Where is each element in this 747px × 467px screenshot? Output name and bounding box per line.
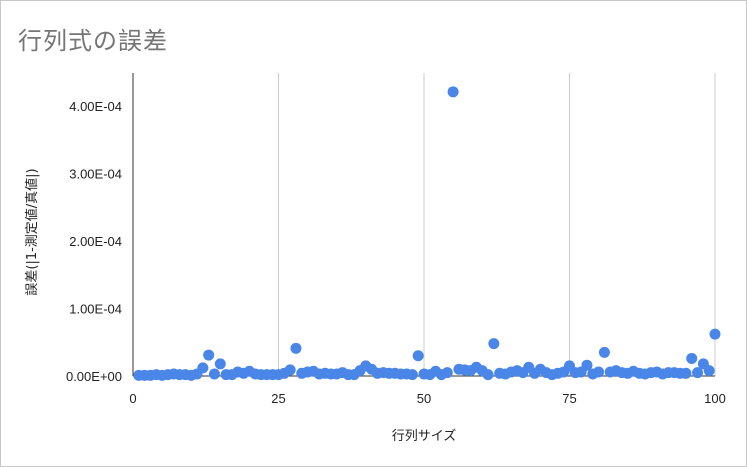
y-axis-title: 誤差(|1-測定値/真値|) <box>24 168 40 295</box>
x-tick-label: 0 <box>129 391 136 406</box>
data-point <box>593 366 605 378</box>
data-point <box>406 369 418 381</box>
y-tick-label: 4.00E-04 <box>69 99 122 114</box>
x-tick-label: 75 <box>562 391 576 406</box>
data-point <box>208 368 220 380</box>
data-point <box>703 365 715 377</box>
data-point <box>447 86 459 98</box>
y-tick-label: 0.00E+00 <box>66 369 122 384</box>
data-point <box>284 364 296 376</box>
data-point <box>598 346 610 358</box>
data-point <box>214 358 226 370</box>
data-point <box>482 369 494 381</box>
y-tick-label: 1.00E-04 <box>69 302 122 317</box>
data-point <box>441 367 453 379</box>
data-point <box>692 367 704 379</box>
data-point <box>686 352 698 364</box>
data-point <box>680 367 692 379</box>
x-axis-title: 行列サイズ <box>392 428 457 444</box>
data-points <box>133 86 721 381</box>
x-tick-label: 25 <box>271 391 285 406</box>
x-tick-label: 50 <box>417 391 431 406</box>
grid-lines <box>278 73 716 376</box>
data-point <box>488 338 500 350</box>
x-tick-labels: 0 25 50 75 100 <box>129 391 725 406</box>
data-point <box>581 359 593 371</box>
chart-title: 行列式の誤差 <box>18 27 168 55</box>
y-tick-label: 3.00E-04 <box>69 167 122 182</box>
x-tick-label: 100 <box>704 391 726 406</box>
y-tick-label: 2.00E-04 <box>69 234 122 249</box>
y-tick-labels: 0.00E+00 1.00E-04 2.00E-04 3.00E-04 4.00E-04 <box>66 99 122 384</box>
data-point <box>197 362 209 374</box>
data-point <box>709 328 721 340</box>
data-point <box>290 342 302 354</box>
data-point <box>412 350 424 362</box>
data-point <box>203 349 215 361</box>
